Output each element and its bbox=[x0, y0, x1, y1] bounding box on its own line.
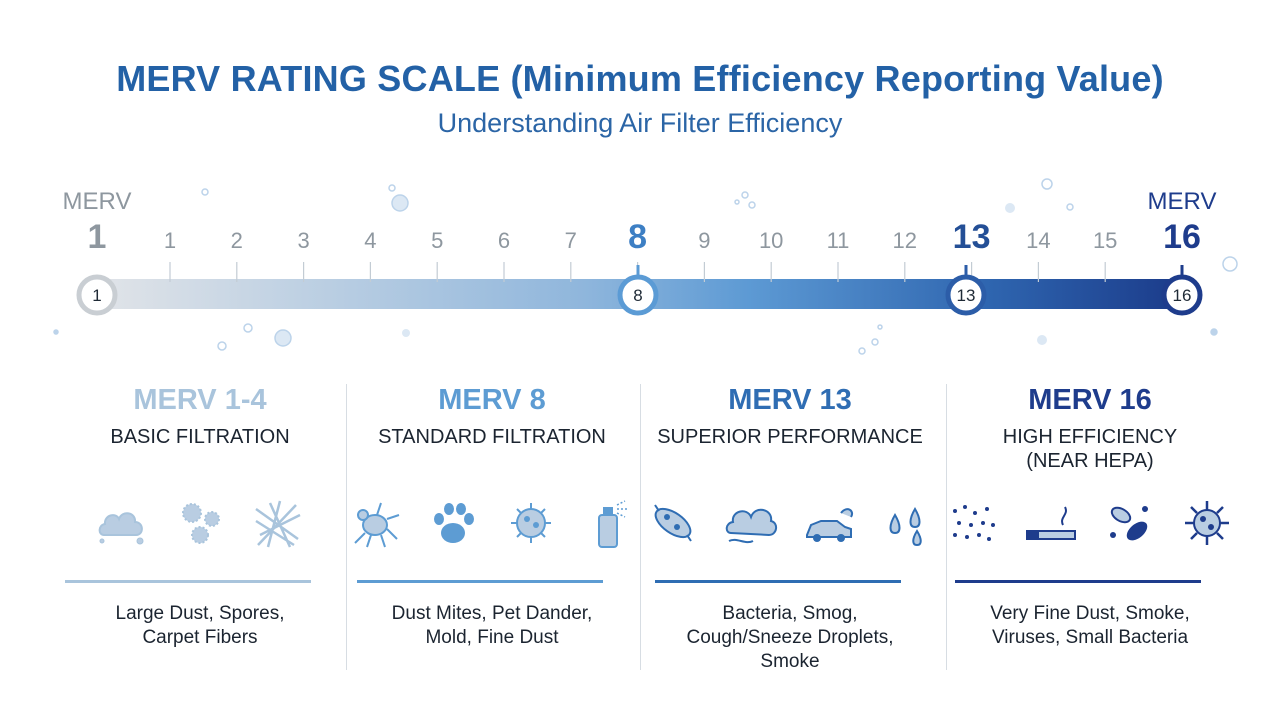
tick-label-9: 9 bbox=[698, 228, 711, 253]
category-description: Dust Mites, Pet Dander, Mold, Fine Dust bbox=[347, 602, 637, 650]
scale-end-value: 16 bbox=[1163, 218, 1201, 256]
category-level-line1: BASIC FILTRATION bbox=[110, 426, 290, 448]
category-column: MERV 13 SUPERIOR PERFORMANCE Bacteria, Smo… bbox=[645, 380, 935, 672]
category-range: MERV 1-4 bbox=[133, 384, 267, 416]
mold-spore-icon bbox=[511, 503, 551, 543]
column-divider bbox=[346, 384, 347, 670]
category-level-line1: HIGH EFFICIENCY bbox=[1002, 426, 1178, 448]
category-description: Bacteria, Smog, Cough/Sneeze Droplets, Smo… bbox=[645, 602, 935, 674]
floating-particles bbox=[53, 178, 1238, 355]
tick-label-8: 8 bbox=[628, 218, 648, 256]
tick-label-11: 11 bbox=[826, 228, 850, 253]
category-range: MERV 8 bbox=[438, 384, 546, 416]
tick-label-2: 2 bbox=[230, 228, 243, 253]
tick-label-5: 5 bbox=[431, 228, 444, 253]
node-label-13: 13 bbox=[956, 286, 976, 305]
tick-label-7: 7 bbox=[564, 228, 577, 253]
category-description-line: Large Dust, Spores, bbox=[115, 603, 285, 624]
category-level: BASIC FILTRATION bbox=[55, 425, 345, 449]
category-column: MERV 1-4 BASIC FILTRATION Large Dust, Spor… bbox=[55, 380, 345, 670]
virus-icon bbox=[1185, 501, 1229, 545]
column-divider bbox=[640, 384, 641, 670]
node-label-8: 8 bbox=[633, 286, 643, 305]
dust-mite-icon bbox=[354, 502, 400, 548]
category-rule bbox=[655, 580, 901, 583]
category-icons bbox=[347, 495, 637, 559]
category-description-line: Cough/Sneeze Droplets, bbox=[686, 627, 894, 648]
scale-start-value: 1 bbox=[87, 218, 107, 256]
category-level-line1: SUPERIOR PERFORMANCE bbox=[657, 426, 923, 448]
car-exhaust-icon bbox=[806, 508, 853, 542]
category-icons bbox=[645, 495, 935, 559]
category-description-line: Mold, Fine Dust bbox=[425, 627, 559, 648]
spray-can-icon bbox=[598, 500, 627, 548]
category-description-line: Viruses, Small Bacteria bbox=[991, 627, 1189, 648]
scale-start-caption: MERV bbox=[62, 188, 132, 215]
category-level: STANDARD FILTRATION bbox=[347, 425, 637, 449]
category-description-line: Bacteria, Smog, bbox=[722, 603, 858, 624]
category-icons bbox=[55, 495, 345, 559]
page-title: MERV RATING SCALE (Minimum Efficiency Re… bbox=[116, 58, 1164, 99]
category-description: Large Dust, Spores, Carpet Fibers bbox=[55, 602, 345, 650]
cigarette-icon bbox=[1026, 506, 1076, 540]
scale-node-1 bbox=[76, 274, 118, 316]
droplets-icon bbox=[889, 507, 922, 547]
smog-cloud-icon bbox=[725, 508, 777, 544]
category-column: MERV 16 HIGH EFFICIENCY (NEAR HEPA) Very Fi… bbox=[945, 380, 1235, 670]
paw-print-icon bbox=[434, 503, 474, 543]
node-label-16: 16 bbox=[1172, 286, 1192, 305]
node-label-1: 1 bbox=[92, 286, 102, 305]
dust-cloud-icon bbox=[98, 512, 144, 545]
category-level-line1: STANDARD FILTRATION bbox=[378, 426, 606, 448]
tick-lines bbox=[169, 262, 1106, 282]
carpet-fibers-icon bbox=[255, 500, 301, 548]
tick-label-15: 15 bbox=[1092, 228, 1118, 253]
category-rule bbox=[357, 580, 603, 583]
category-range: MERV 13 bbox=[728, 384, 852, 416]
category-rule bbox=[955, 580, 1201, 583]
fine-dust-icon bbox=[953, 505, 995, 541]
column-divider bbox=[946, 384, 947, 670]
tick-label-10: 10 bbox=[758, 228, 784, 253]
category-level: SUPERIOR PERFORMANCE bbox=[645, 425, 935, 449]
page-subtitle: Understanding Air Filter Efficiency bbox=[437, 108, 843, 138]
category-description-line: Carpet Fibers bbox=[142, 627, 258, 648]
category-level-line2: (NEAR HEPA) bbox=[1026, 450, 1154, 472]
scale-graphic bbox=[53, 178, 1238, 355]
spores-icon bbox=[182, 503, 220, 544]
category-icons bbox=[945, 495, 1235, 559]
category-range: MERV 16 bbox=[1028, 384, 1152, 416]
small-bacteria-icon bbox=[1110, 506, 1148, 541]
category-description: Very Fine Dust, Smoke, Viruses, Small Bac… bbox=[945, 602, 1235, 650]
category-rule bbox=[65, 580, 311, 583]
category-columns: MERV 1-4 BASIC FILTRATION Large Dust, Spor… bbox=[0, 380, 1280, 680]
category-description-line: Dust Mites, Pet Dander, bbox=[391, 603, 593, 624]
tick-label-14: 14 bbox=[1026, 228, 1051, 253]
scale-end-caption: MERV bbox=[1147, 188, 1217, 215]
tick-label-13: 13 bbox=[952, 218, 991, 256]
tick-label-6: 6 bbox=[497, 228, 511, 253]
category-description-line: Very Fine Dust, Smoke, bbox=[990, 603, 1190, 624]
scale-node-16 bbox=[1161, 274, 1203, 316]
category-level: HIGH EFFICIENCY (NEAR HEPA) bbox=[945, 425, 1235, 473]
tick-label-1: 1 bbox=[163, 228, 177, 253]
category-description-line: Smoke bbox=[760, 651, 820, 672]
category-column: MERV 8 STANDARD FILTRATION Dust Mites, Pet… bbox=[347, 380, 637, 670]
scale-node-13 bbox=[945, 274, 987, 316]
tick-label-4: 4 bbox=[364, 228, 377, 253]
bacteria-icon bbox=[654, 504, 692, 542]
scale-node-8 bbox=[617, 274, 659, 316]
tick-label-12: 12 bbox=[892, 228, 918, 253]
scale-nodes bbox=[76, 265, 1203, 316]
tick-label-3: 3 bbox=[297, 228, 310, 253]
